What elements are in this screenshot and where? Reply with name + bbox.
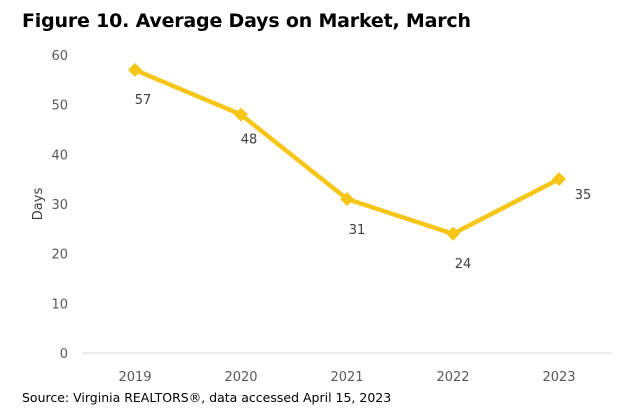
x-tick-label: 2019 [118,370,151,385]
y-tick-label: 40 [51,148,68,163]
y-tick-label: 0 [60,347,68,362]
data-point-marker [552,172,566,187]
y-tick-label: 30 [51,198,68,213]
y-tick-label: 20 [51,248,68,263]
x-tick-label: 2021 [330,370,363,385]
x-tick-label: 2022 [436,370,469,385]
data-label: 57 [135,93,152,108]
y-tick-label: 50 [51,99,68,114]
data-point-marker [234,107,248,122]
y-tick-label: 60 [51,49,68,64]
x-tick-label: 2020 [224,370,257,385]
data-label: 24 [455,257,472,272]
y-axis-title: Days [31,188,46,221]
data-point-marker [446,226,460,241]
data-label: 31 [349,223,366,238]
x-tick-label: 2023 [542,370,575,385]
data-label: 35 [575,188,592,203]
source-note: Source: Virginia REALTORS®, data accesse… [22,390,392,405]
data-point-marker [340,192,354,207]
data-label: 48 [241,133,258,148]
chart-title: Figure 10. Average Days on Market, March [22,10,471,32]
series-line [132,67,562,237]
data-point-marker [128,62,142,77]
y-tick-label: 10 [51,297,68,312]
